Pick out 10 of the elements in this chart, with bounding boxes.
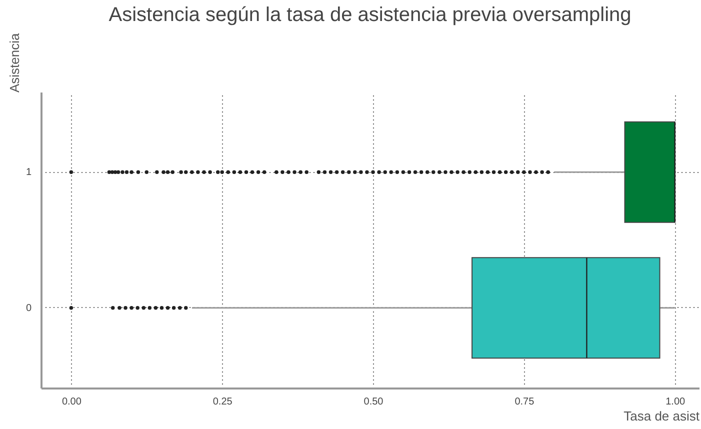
y-tick-label: 0 xyxy=(26,302,32,314)
y-tick-label: 1 xyxy=(26,167,32,178)
x-tick-label: 0.00 xyxy=(62,396,82,408)
x-tick-label: 1.00 xyxy=(666,396,686,408)
x-tick-label: 0.50 xyxy=(364,396,384,408)
y-axis-title: Asistencia xyxy=(6,32,22,92)
chart-title: Asistencia según la tasa de asistencia previa oversampling xyxy=(108,4,632,26)
x-axis-title: Tasa de asist xyxy=(624,408,700,424)
x-tick-label: 0.25 xyxy=(212,396,233,408)
x-tick-label: 0.75 xyxy=(514,396,535,408)
